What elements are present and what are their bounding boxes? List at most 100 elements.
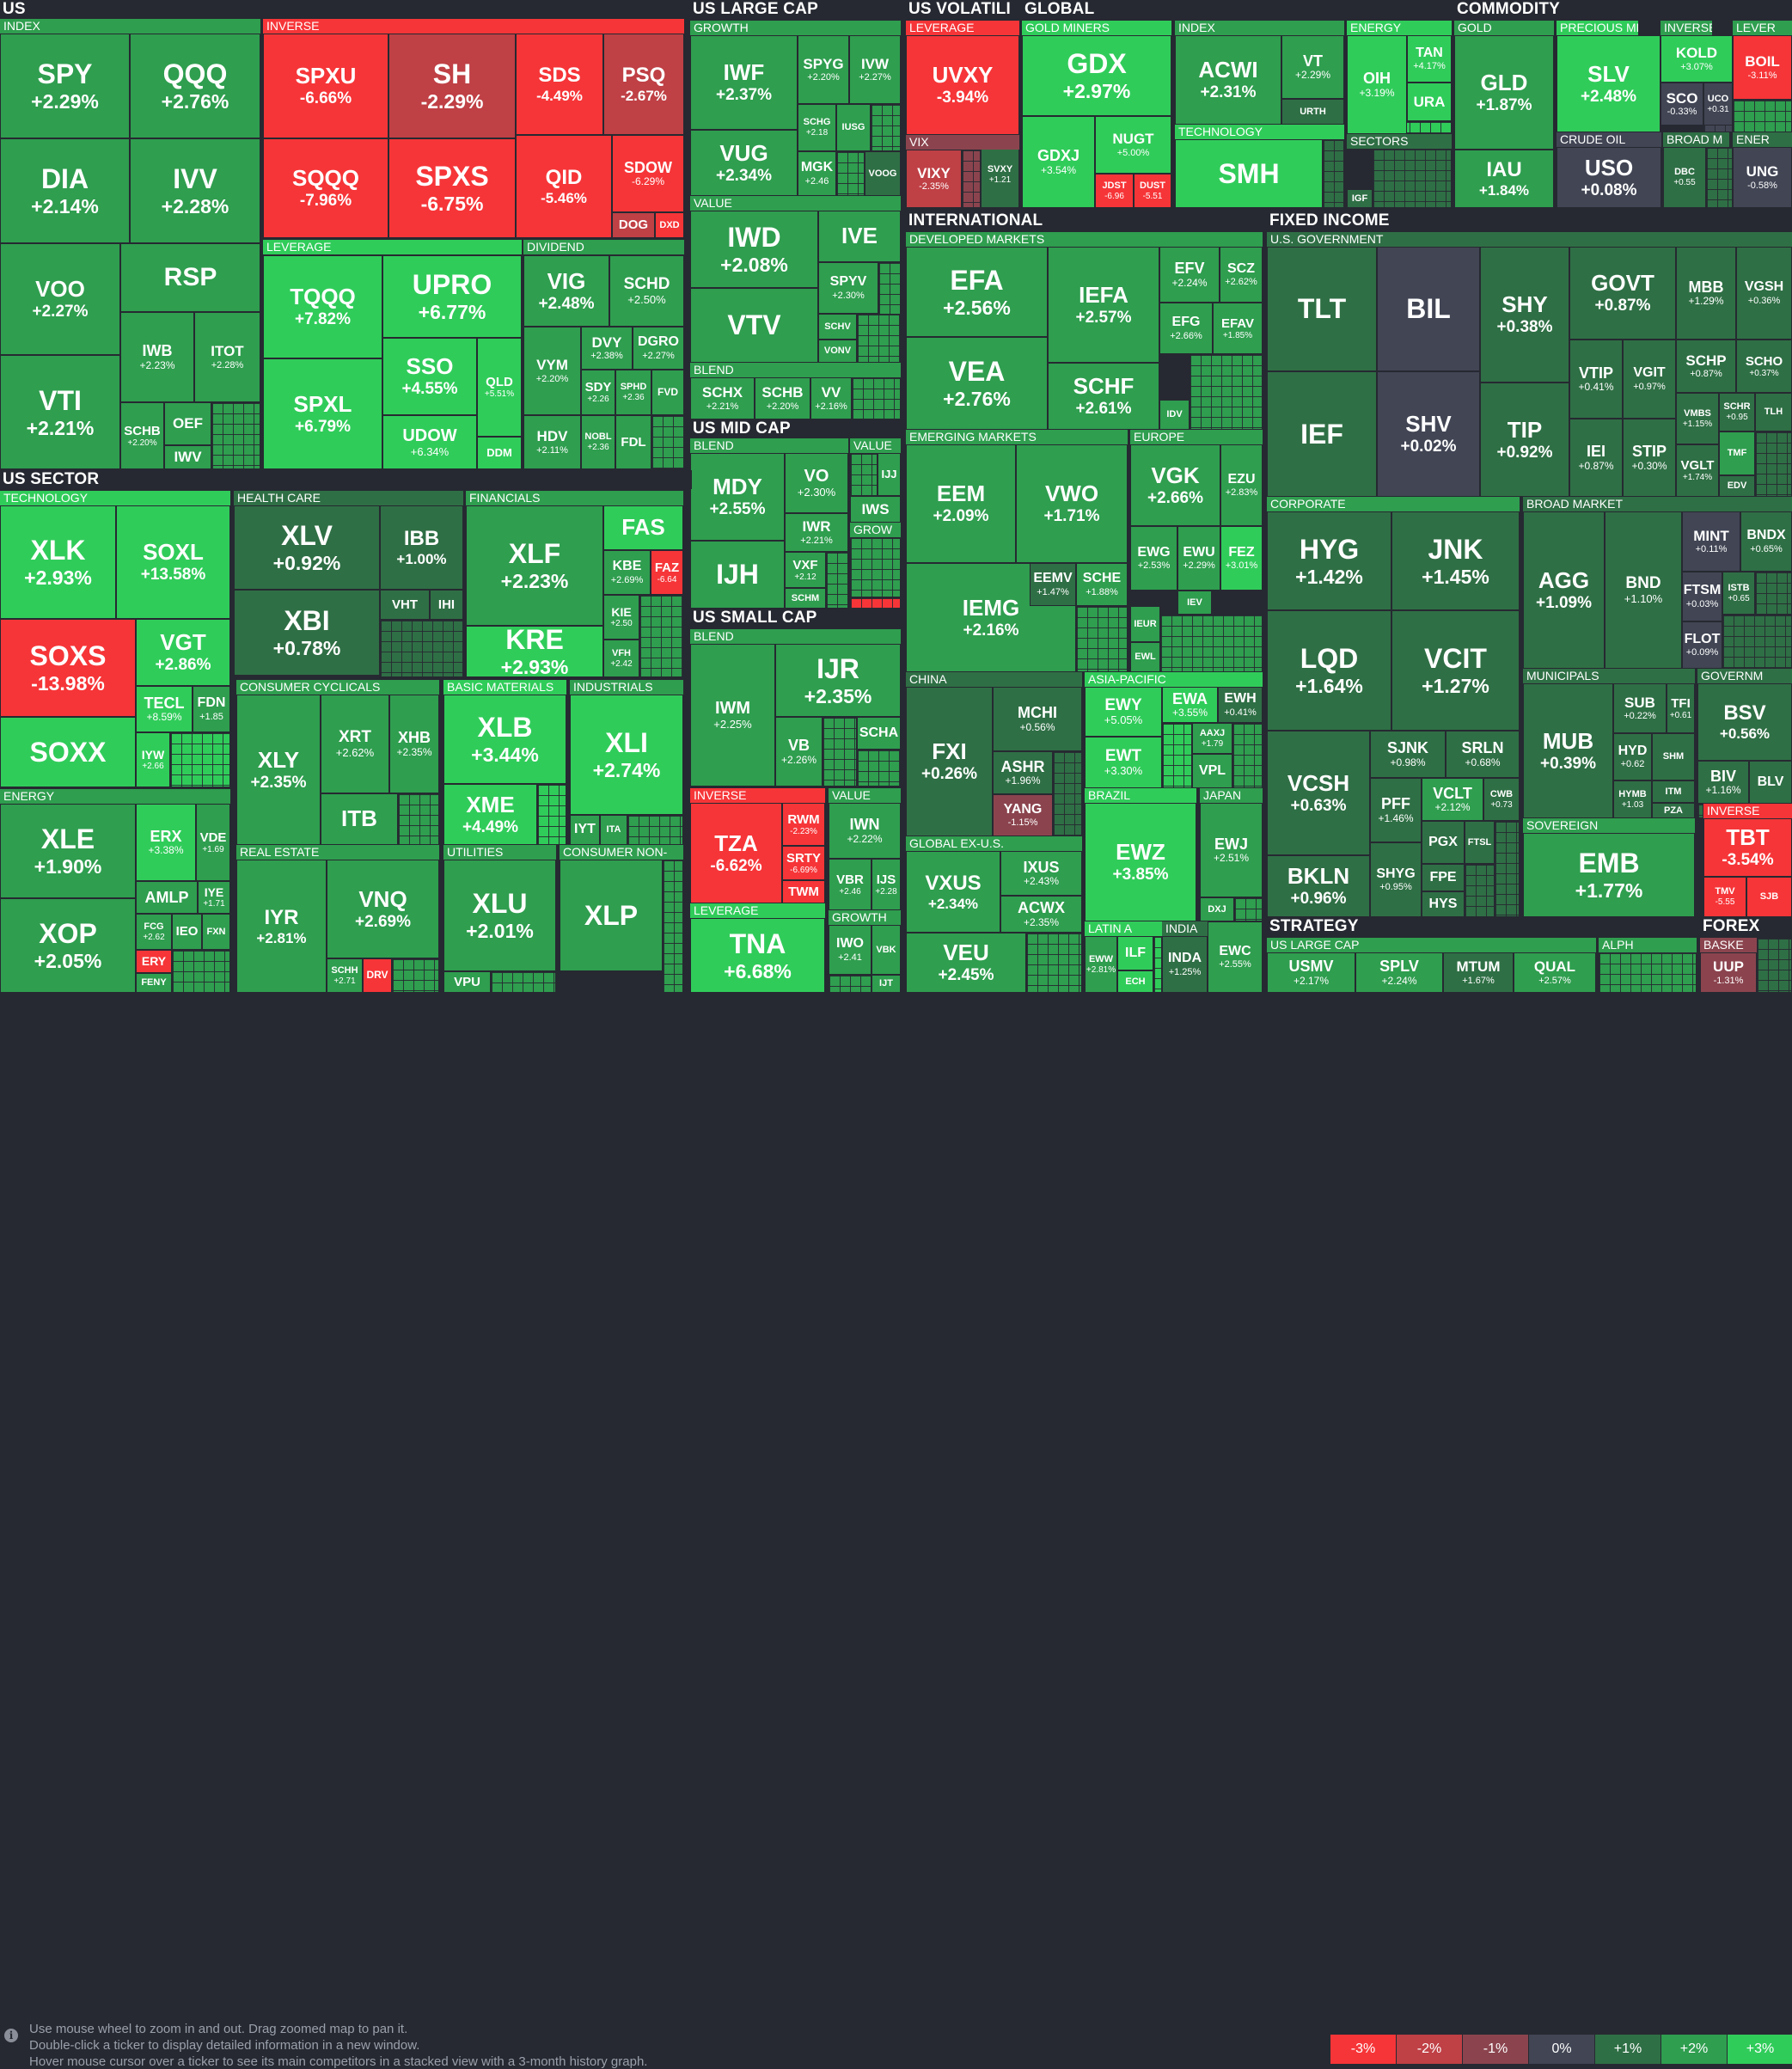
ticker-iwf[interactable]: IWF +2.37% (690, 35, 798, 130)
ticker-vb[interactable]: VB +2.26% (775, 717, 823, 787)
ticker-pgx[interactable]: PGX (1422, 821, 1465, 864)
small-ticker-cell[interactable] (1160, 615, 1263, 672)
ticker-emb[interactable]: EMB +1.77% (1523, 833, 1695, 917)
ticker-ewc[interactable]: EWC +2.55% (1208, 921, 1263, 993)
ticker-vv[interactable]: VV +2.16% (810, 377, 852, 419)
ticker-kie[interactable]: KIE +2.50 (603, 595, 639, 640)
small-ticker-cell[interactable] (1495, 821, 1520, 917)
ticker-agg[interactable]: AGG +1.09% (1523, 511, 1605, 669)
ticker-sjb[interactable]: SJB (1746, 877, 1792, 917)
ticker-iau[interactable]: IAU +1.84% (1454, 150, 1554, 208)
ticker-ive[interactable]: IVE (818, 211, 901, 262)
ticker-ddm[interactable]: DDM (477, 437, 522, 469)
small-ticker-cell[interactable] (871, 104, 901, 151)
ticker-qual[interactable]: QUAL +2.57% (1514, 952, 1596, 993)
small-ticker-cell[interactable] (398, 793, 439, 845)
ticker-vig[interactable]: VIG +2.48% (523, 255, 609, 327)
ticker-schd[interactable]: SCHD +2.50% (609, 255, 684, 327)
ticker-shy[interactable]: SHY +0.38% (1480, 247, 1569, 383)
small-ticker-cell[interactable] (1722, 615, 1792, 669)
small-ticker-cell[interactable] (639, 595, 683, 677)
ticker-itm[interactable]: ITM (1652, 780, 1695, 803)
ticker-spxu[interactable]: SPXU -6.66% (263, 34, 388, 138)
ticker-efv[interactable]: EFV +2.24% (1159, 247, 1220, 303)
ticker-usmv[interactable]: USMV +2.17% (1267, 952, 1355, 993)
ticker-soxs[interactable]: SOXS -13.98% (0, 619, 136, 717)
ticker-feny[interactable]: FENY (136, 973, 172, 993)
ticker-xbi[interactable]: XBI +0.78% (234, 590, 380, 676)
ticker-schg[interactable]: SCHG +2.18 (798, 104, 836, 151)
ticker-ieo[interactable]: IEO (172, 914, 202, 950)
ticker-veu[interactable]: VEU +2.45% (906, 933, 1026, 993)
small-ticker-cell[interactable] (491, 971, 556, 993)
small-ticker-cell[interactable] (1026, 933, 1082, 993)
ticker-soxl[interactable]: SOXL +13.58% (116, 505, 230, 619)
ticker-eemv[interactable]: EEMV +1.47% (1030, 563, 1076, 606)
ticker-ibb[interactable]: IBB +1.00% (380, 505, 463, 590)
ticker-vcit[interactable]: VCIT +1.27% (1391, 610, 1520, 731)
ticker-ewu[interactable]: EWU +2.29% (1177, 526, 1220, 591)
ticker-uco[interactable]: UCO +0.31 (1703, 83, 1733, 125)
ticker-spxs[interactable]: SPXS -6.75% (388, 138, 516, 238)
ticker-fpe[interactable]: FPE (1422, 864, 1465, 891)
ticker-istb[interactable]: ISTB +0.65 (1722, 572, 1755, 615)
ticker-kbe[interactable]: KBE +2.69% (603, 550, 651, 595)
ticker-iyt[interactable]: IYT (570, 815, 600, 845)
ticker-vixy[interactable]: VIXY -2.35% (906, 150, 962, 208)
ticker-dxd[interactable]: DXD (655, 212, 684, 238)
ticker-yang[interactable]: YANG -1.15% (993, 794, 1053, 836)
small-ticker-cell[interactable] (1153, 936, 1162, 993)
ticker-upro[interactable]: UPRO +6.77% (382, 255, 522, 338)
ticker-bndx[interactable]: BNDX +0.65% (1740, 511, 1792, 572)
ticker-qid[interactable]: QID -5.46% (516, 135, 612, 238)
ticker-dia[interactable]: DIA +2.14% (0, 138, 130, 243)
small-ticker-cell[interactable] (1076, 606, 1128, 672)
ticker-schh[interactable]: SCHH +2.71 (327, 958, 363, 993)
small-ticker-cell[interactable] (1599, 952, 1697, 993)
ticker-iwd[interactable]: IWD +2.08% (690, 211, 818, 288)
ticker-smh[interactable]: SMH (1175, 139, 1323, 208)
ticker-iefa[interactable]: IEFA +2.57% (1048, 247, 1159, 363)
ticker-nugt[interactable]: NUGT +5.00% (1095, 116, 1171, 174)
ticker-jdst[interactable]: JDST -6.96 (1095, 174, 1134, 208)
ticker-drv[interactable]: DRV (363, 958, 392, 993)
ticker-hymb[interactable]: HYMB +1.03 (1613, 780, 1652, 818)
ticker-hys[interactable]: HYS (1422, 891, 1465, 917)
ticker-tqqq[interactable]: TQQQ +7.82% (263, 255, 382, 358)
ticker-vbk[interactable]: VBK (872, 925, 901, 975)
ticker-srln[interactable]: SRLN +0.68% (1446, 731, 1520, 778)
ticker-vym[interactable]: VYM +2.20% (523, 327, 581, 415)
ticker-xly[interactable]: XLY +2.35% (236, 695, 321, 845)
ticker-voog[interactable]: VOOG (865, 151, 901, 196)
small-ticker-cell[interactable] (1232, 723, 1263, 788)
ticker-shv[interactable]: SHV +0.02% (1377, 371, 1480, 497)
ticker-splv[interactable]: SPLV +2.24% (1355, 952, 1443, 993)
ticker-mtum[interactable]: MTUM +1.67% (1443, 952, 1514, 993)
ticker-srty[interactable]: SRTY -6.69% (782, 846, 825, 880)
ticker-twm[interactable]: TWM (782, 880, 825, 903)
ticker-vgt[interactable]: VGT +2.86% (136, 619, 230, 686)
ticker-sdy[interactable]: SDY +2.26 (581, 370, 615, 415)
ticker-ijt[interactable]: IJT (872, 975, 901, 993)
ticker-schp[interactable]: SCHP +0.87% (1676, 340, 1736, 393)
ticker-vxus[interactable]: VXUS +2.34% (906, 851, 1000, 933)
ticker-xlp[interactable]: XLP (560, 860, 663, 971)
ticker-vgit[interactable]: VGIT +0.97% (1623, 340, 1676, 419)
ticker-schx[interactable]: SCHX +2.21% (690, 377, 755, 419)
ticker-dvy[interactable]: DVY +2.38% (581, 327, 633, 370)
ticker-xhb[interactable]: XHB +2.35% (389, 695, 439, 793)
small-ticker-cell[interactable] (1234, 897, 1263, 921)
ticker-vgsh[interactable]: VGSH +0.36% (1736, 247, 1792, 340)
ticker-spy[interactable]: SPY +2.29% (0, 34, 130, 138)
ticker-ftsm[interactable]: FTSM +0.03% (1682, 572, 1722, 621)
ticker-ivv[interactable]: IVV +2.28% (130, 138, 260, 243)
ticker-idv[interactable]: IDV (1159, 400, 1190, 430)
ticker-oih[interactable]: OIH +3.19% (1347, 35, 1407, 134)
ticker-igf[interactable]: IGF (1347, 189, 1373, 208)
ticker-uup[interactable]: UUP -1.31% (1700, 952, 1757, 993)
ticker-fxn[interactable]: FXN (202, 914, 230, 950)
ticker-fcg[interactable]: FCG +2.62 (136, 914, 172, 950)
ticker-ita[interactable]: ITA (600, 815, 627, 845)
ticker-itb[interactable]: ITB (321, 793, 398, 845)
ticker-ief[interactable]: IEF (1267, 371, 1377, 497)
